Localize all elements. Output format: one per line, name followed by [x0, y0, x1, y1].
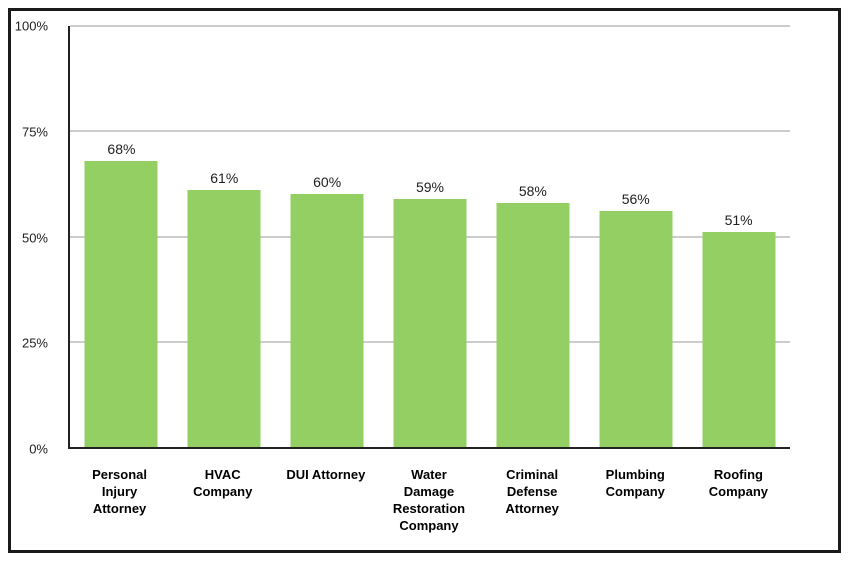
bar-value-label: 61%	[210, 170, 239, 187]
category-label-text: Personal Injury Attorney	[92, 467, 148, 516]
bar-water-damage-restoration-company	[393, 198, 467, 447]
bar-slot-plumbing-company: 56%	[584, 26, 687, 447]
bar-slot-roofing-company: 51%	[687, 26, 790, 447]
gridline-75	[70, 130, 790, 133]
x-axis-labels: Personal Injury Attorney HVAC Company DUI …	[68, 466, 790, 534]
bar-value-label: 56%	[621, 191, 650, 208]
bar-roofing-company	[702, 232, 776, 447]
category-label-text: HVAC Company	[193, 467, 253, 499]
bar-slot-criminal-defense-attorney: 58%	[481, 26, 584, 447]
bar-slot-water-damage-restoration-company: 59%	[379, 26, 482, 447]
bar-dui-attorney	[290, 194, 364, 447]
category-label-text: Roofing Company	[708, 467, 769, 499]
bar-slot-personal-injury-attorney: 68%	[70, 26, 173, 447]
bar-plumbing-company	[599, 211, 673, 447]
bar-slot-hvac-company: 61%	[173, 26, 276, 447]
plot-area: 68% 61% 60% 59% 58% 56% 51%	[68, 25, 790, 449]
bar-slot-dui-attorney: 60%	[276, 26, 379, 447]
bar-value-label: 51%	[724, 212, 753, 229]
category-label-water-damage-restoration-company: Water Damage Restoration Company	[377, 466, 480, 534]
category-label-text: Water Damage Restoration Company	[392, 467, 466, 533]
category-label-personal-injury-attorney: Personal Injury Attorney	[68, 466, 171, 534]
bar-value-label: 58%	[518, 182, 547, 199]
bars-row: 68% 61% 60% 59% 58% 56% 51%	[70, 26, 790, 447]
category-label-text: DUI Attorney	[286, 467, 366, 482]
category-label-text: Plumbing Company	[605, 467, 665, 499]
category-label-dui-attorney: DUI Attorney	[274, 466, 377, 534]
y-tick-label-0: 0%	[29, 441, 48, 457]
category-label-text: Criminal Defense Attorney	[505, 467, 559, 516]
y-tick-label-100: 100%	[14, 18, 48, 34]
category-label-hvac-company: HVAC Company	[171, 466, 274, 534]
y-tick-label-75: 75%	[21, 124, 48, 140]
bar-hvac-company	[187, 190, 261, 447]
y-tick-label-50: 50%	[21, 230, 48, 245]
category-label-roofing-company: Roofing Company	[687, 466, 790, 534]
bar-value-label: 60%	[313, 174, 342, 191]
y-axis-labels: 100% 75% 50% 25% 0%	[0, 19, 58, 457]
bar-value-label: 68%	[107, 140, 136, 157]
category-label-plumbing-company: Plumbing Company	[584, 466, 687, 534]
category-label-criminal-defense-attorney: Criminal Defense Attorney	[481, 466, 584, 534]
bar-criminal-defense-attorney	[496, 202, 570, 447]
bar-value-label: 59%	[415, 178, 445, 195]
y-tick-label-25: 25%	[21, 335, 48, 351]
bar-personal-injury-attorney	[84, 160, 158, 447]
gridline-100	[70, 25, 790, 27]
